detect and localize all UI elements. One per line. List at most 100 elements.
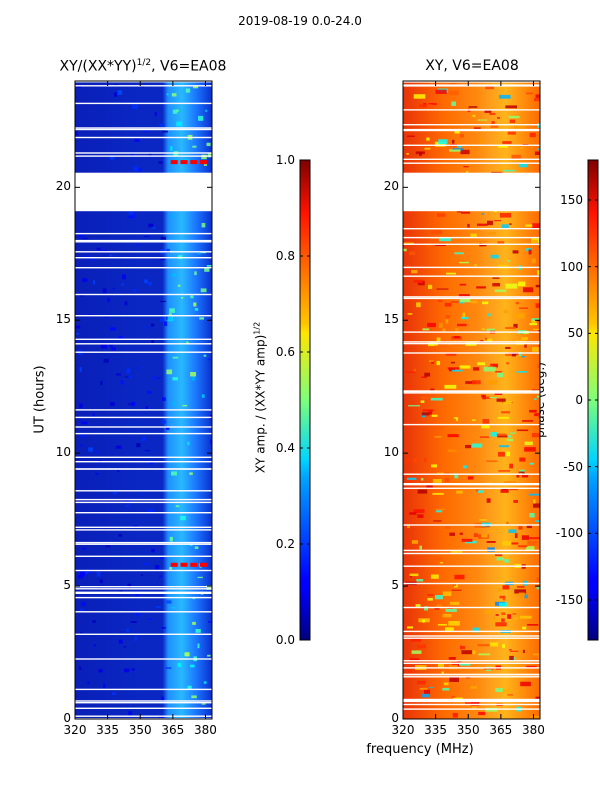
right-heatmap-cell: [447, 449, 457, 453]
left-gap-line: [75, 102, 212, 105]
right-heatmap-cell: [527, 624, 539, 626]
right-heatmap-cell: [434, 427, 444, 429]
right-heatmap-cell: [413, 458, 418, 463]
right-heatmap-cell: [518, 471, 525, 475]
right-heatmap-cell: [497, 435, 508, 438]
right-heatmap-cell: [456, 211, 462, 213]
right-heatmap-cell: [487, 313, 491, 317]
right-heatmap-cell: [509, 463, 513, 469]
left-heatmap-cell: [123, 646, 127, 648]
right-heatmap-cell: [520, 681, 531, 687]
left-heatmap-cell: [118, 336, 123, 340]
left-heatmap-cell: [109, 402, 115, 406]
right-heatmap-cell: [524, 441, 533, 445]
left-heatmap-cell: [126, 629, 129, 632]
right-heatmap-cell: [444, 477, 450, 483]
right-heatmap-cell: [502, 541, 512, 546]
left-heatmap-cell: [133, 166, 139, 171]
right-heatmap-cell: [512, 613, 517, 615]
right-heatmap-cell: [444, 384, 457, 389]
left-heatmap-cell: [114, 92, 117, 97]
right-gap-line: [403, 552, 540, 555]
left-xtick-label: 365: [161, 723, 185, 737]
left-heatmap-cell: [145, 327, 151, 329]
amp-colorbar-tick-label: 1.0: [275, 153, 295, 167]
right-gap-line: [403, 708, 540, 710]
left-heatmap-cell: [159, 575, 162, 578]
right-heatmap-cell: [417, 489, 428, 494]
right-heatmap-cell: [536, 395, 540, 398]
left-heatmap-cell: [175, 505, 180, 508]
left-heatmap-cell: [121, 283, 124, 286]
right-heatmap-cell: [515, 340, 527, 346]
right-heatmap-cell: [495, 622, 507, 627]
right-gap-line: [403, 243, 540, 245]
right-heatmap-cell: [448, 657, 456, 660]
left-heatmap-cell: [80, 632, 83, 634]
right-heatmap-cell: [411, 269, 418, 274]
right-gap-line: [403, 635, 540, 637]
right-heatmap-cell: [502, 644, 505, 648]
left-flagged-band: [75, 172, 212, 212]
left-heatmap-cell: [136, 443, 141, 448]
left-heatmap-cell: [122, 274, 126, 280]
right-heatmap-cell: [434, 436, 442, 438]
amp-colorbar-tick-label: 0.8: [275, 249, 295, 263]
right-heatmap-cell: [413, 94, 426, 99]
right-heatmap-cell: [537, 655, 540, 659]
right-heatmap-cell: [516, 371, 527, 373]
right-heatmap-cell: [519, 615, 532, 619]
right-heatmap-cell: [448, 664, 458, 670]
right-heatmap-cell: [417, 644, 427, 649]
left-ytick-label: 5: [63, 578, 71, 593]
left-gap-line: [75, 315, 212, 317]
left-heatmap-cell: [99, 579, 103, 584]
right-heatmap-cell: [503, 401, 512, 404]
right-heatmap-cell: [447, 434, 459, 438]
right-heatmap-cell: [441, 671, 444, 675]
right-heatmap-cell: [525, 224, 537, 227]
right-heatmap-cell: [428, 284, 433, 289]
left-heatmap-cell: [208, 621, 212, 623]
left-heatmap-cell: [190, 664, 195, 668]
left-heatmap-cell: [201, 223, 206, 228]
right-heatmap-cell: [498, 145, 508, 148]
right-heatmap-cell: [407, 135, 415, 137]
right-heatmap-cell: [437, 299, 443, 303]
right-heatmap-cell: [494, 220, 502, 222]
right-heatmap-cell: [411, 650, 422, 654]
right-heatmap-cell: [434, 557, 443, 560]
right-heatmap-cell: [536, 587, 540, 590]
right-heatmap-cell: [538, 345, 540, 348]
left-heatmap-cell: [206, 265, 212, 267]
right-heatmap-cell: [496, 398, 506, 402]
right-heatmap-cell: [493, 616, 496, 622]
left-heatmap-cell: [77, 574, 84, 579]
right-heatmap-cell: [422, 409, 434, 412]
right-heatmap-cell: [512, 250, 519, 254]
left-heatmap-cell: [92, 280, 95, 285]
right-heatmap-cell: [522, 649, 525, 653]
left-heatmap-cell: [87, 681, 90, 684]
right-heatmap-cell: [505, 346, 511, 349]
right-heatmap-cell: [534, 398, 537, 401]
right-heatmap-cell: [470, 300, 478, 304]
right-heatmap-cell: [454, 574, 465, 580]
left-heatmap-cell: [180, 110, 183, 112]
left-gap-line: [75, 569, 212, 572]
right-heatmap-cell: [450, 301, 460, 303]
left-heatmap-cell: [75, 325, 81, 329]
right-heatmap-cell: [505, 326, 517, 329]
left-heatmap-cell: [171, 93, 177, 97]
right-heatmap-cell: [518, 281, 526, 287]
right-heatmap-cell: [495, 554, 503, 556]
left-heatmap-cell: [131, 668, 135, 671]
left-heatmap-cell: [161, 696, 165, 702]
right-heatmap-cell: [472, 706, 477, 709]
right-heatmap-cell: [499, 213, 512, 218]
right-heatmap-cell: [471, 443, 483, 448]
right-gap-line: [403, 700, 540, 703]
right-heatmap-cell: [490, 254, 499, 259]
left-heatmap-cell: [109, 254, 113, 257]
right-heatmap-cell: [472, 380, 481, 385]
